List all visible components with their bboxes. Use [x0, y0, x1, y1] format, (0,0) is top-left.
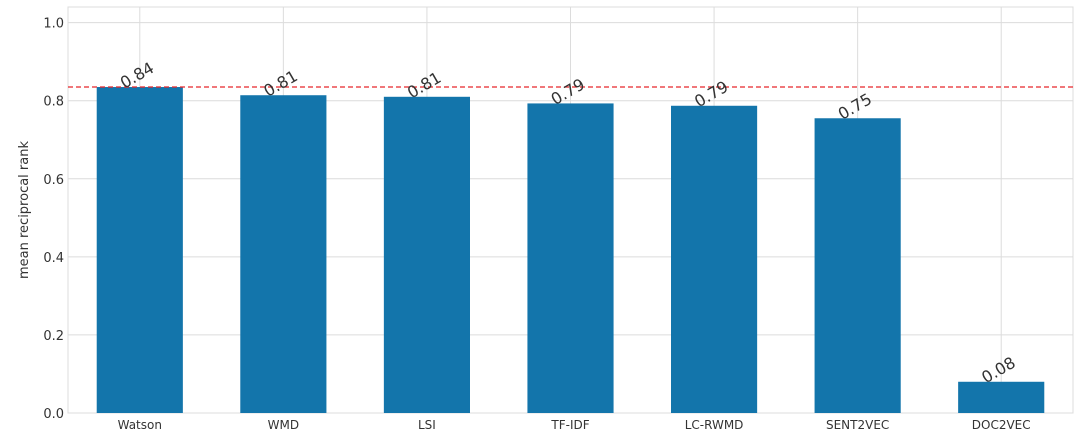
y-tick-label: 0.4	[43, 251, 64, 266]
y-tick-label: 0.2	[43, 329, 64, 344]
x-tick-label: TF-IDF	[550, 418, 589, 432]
bar	[527, 103, 614, 414]
y-axis-title: mean reciprocal rank	[17, 141, 32, 279]
bar	[671, 105, 758, 414]
y-tick-label: 0.8	[43, 95, 64, 110]
x-tick-label: DOC2VEC	[972, 418, 1031, 432]
x-tick-label: SENT2VEC	[826, 418, 889, 432]
x-axis-ticks: Watson WMD LSI TF-IDF LC-RWMD SENT2VEC DOC2VEC	[118, 418, 1031, 432]
bar	[958, 381, 1045, 413]
bars	[96, 87, 1045, 414]
bar	[383, 96, 470, 414]
bar	[96, 87, 183, 414]
bar	[814, 118, 901, 413]
bar	[240, 95, 327, 413]
y-axis-ticks: 0.0 0.2 0.4 0.6 0.8 1.0	[43, 17, 64, 422]
y-tick-label: 0.0	[43, 407, 64, 422]
y-tick-label: 0.6	[43, 173, 64, 188]
x-tick-label: LSI	[418, 418, 436, 432]
y-tick-label: 1.0	[43, 17, 64, 32]
x-tick-label: Watson	[118, 418, 162, 432]
x-tick-label: LC-RWMD	[685, 418, 744, 432]
x-tick-label: WMD	[268, 418, 299, 432]
